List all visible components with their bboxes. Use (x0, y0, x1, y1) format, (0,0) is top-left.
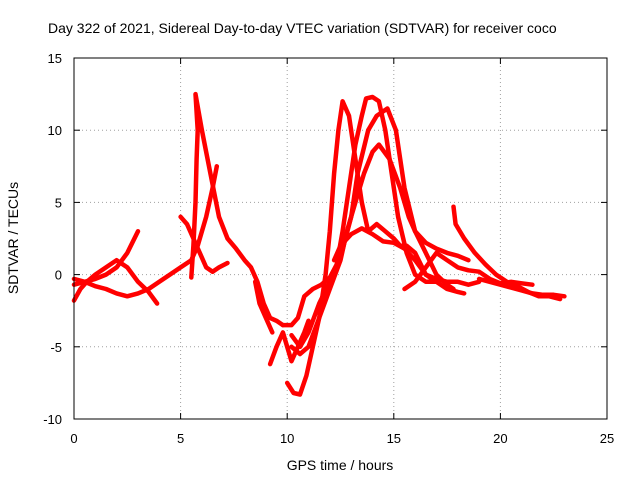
x-tick-label: 20 (493, 431, 507, 446)
x-tick-label: 10 (280, 431, 294, 446)
series-line-sat-g (267, 318, 311, 367)
series-line-sat-d (189, 91, 286, 328)
x-tick-label: 25 (600, 431, 614, 446)
series-line-sat-o (476, 276, 567, 299)
series-line-sat-h (280, 106, 456, 328)
x-tick-label: 15 (387, 431, 401, 446)
y-axis-label: SDTVAR / TECUs (5, 182, 21, 294)
series-line-sat-a (71, 229, 141, 285)
series-line-sat-e (178, 214, 230, 274)
series-line-sat-f (252, 279, 275, 335)
x-tick-label: 0 (70, 431, 77, 446)
y-tick-label: -5 (50, 340, 62, 355)
series-line-sat-k (289, 142, 471, 357)
y-tick-label: -10 (43, 412, 62, 427)
series-line-sat-l (331, 226, 482, 287)
chart-title: Day 322 of 2021, Sidereal Day-to-day VTE… (48, 20, 557, 36)
series-line-sat-b (71, 257, 160, 306)
grid-layer (74, 58, 607, 419)
y-tick-label: 0 (55, 268, 62, 283)
plot-frame (73, 57, 608, 420)
y-tick-label: 5 (55, 195, 62, 210)
y-tick-label: 15 (48, 51, 62, 66)
traces-layer (71, 91, 567, 397)
x-axis-label: GPS time / hours (287, 457, 394, 473)
ticks-layer: 0 5 10 15 20 25 -10 -5 0 5 10 15 (43, 51, 614, 446)
series-line-sat-c (71, 164, 220, 299)
y-tick-label: 10 (48, 123, 62, 138)
x-tick-label: 5 (177, 431, 184, 446)
